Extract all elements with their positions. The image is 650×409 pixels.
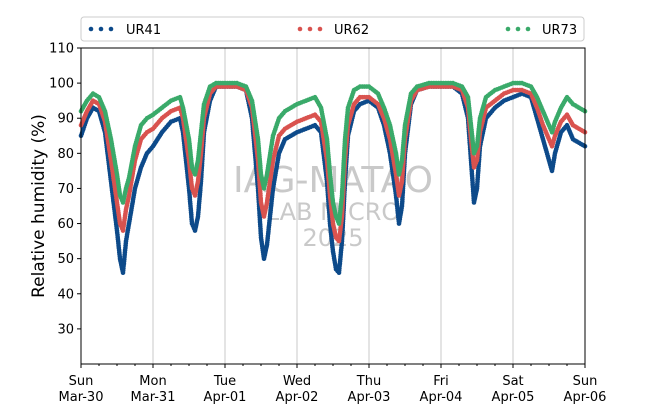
legend-entry-ur73: UR73 (505, 23, 577, 38)
legend-marker-ur62 (307, 26, 313, 32)
series-ur73 (78, 80, 588, 226)
y-tick-label: 30 (57, 322, 74, 337)
x-tick-label-date: Apr-04 (420, 390, 463, 405)
x-tick-label-day: Wed (283, 374, 311, 389)
legend-entry-ur62: UR62 (297, 23, 369, 38)
x-tick-label-day: Thu (356, 374, 381, 389)
x-tick-label-day: Fri (433, 374, 449, 389)
x-tick-label-day: Sun (573, 374, 598, 389)
legend-label-ur73: UR73 (542, 23, 577, 38)
x-tick-label-day: Mon (139, 374, 166, 389)
legend-label-ur62: UR62 (334, 23, 369, 38)
legend-marker-ur41 (98, 26, 104, 32)
legend-entry-ur41: UR41 (88, 23, 161, 38)
x-tick-label-date: Apr-02 (276, 390, 319, 405)
legend-marker-ur41 (88, 26, 94, 32)
x-tick-label-date: Apr-01 (204, 390, 247, 405)
y-tick-label: 90 (57, 112, 74, 127)
x-tick-label-date: Apr-03 (348, 390, 391, 405)
x-gridlines (152, 48, 514, 364)
y-tick-label: 70 (57, 182, 74, 197)
legend-marker-ur62 (317, 26, 323, 32)
y-tick-label: 50 (57, 252, 74, 267)
legend: UR41 UR62 UR73 (80, 16, 585, 42)
legend-marker-ur73 (515, 26, 521, 32)
x-tick-label-date: Apr-05 (492, 390, 535, 405)
y-axis-ticks: 30 40 50 60 70 80 90 100 110 (49, 42, 81, 337)
y-tick-label: 40 (57, 287, 74, 302)
legend-label-ur41: UR41 (126, 23, 161, 38)
legend-marker-ur41 (108, 26, 114, 32)
legend-box (80, 16, 585, 42)
y-tick-label: 60 (57, 217, 74, 232)
x-tick-label-day: Sun (69, 374, 94, 389)
y-tick-label: 110 (49, 42, 74, 57)
plot-frame (80, 47, 586, 365)
x-tick-label-day: Sat (502, 374, 523, 389)
legend-marker-ur73 (525, 26, 531, 32)
legend-marker-ur73 (505, 26, 511, 32)
x-tick-label-date: Apr-06 (564, 390, 607, 405)
x-tick-label-date: Mar-31 (131, 390, 176, 405)
y-tick-label: 100 (49, 77, 74, 92)
x-axis-ticks: SunMar-30MonMar-31TueApr-01WedApr-02ThuA… (59, 364, 607, 405)
x-tick-label-day: Tue (213, 374, 236, 389)
legend-marker-ur62 (297, 26, 303, 32)
scatter-points (78, 80, 588, 276)
y-tick-label: 80 (57, 147, 74, 162)
x-tick-label-date: Mar-30 (59, 390, 104, 405)
y-axis-label: Relative humidity (%) (29, 114, 49, 298)
